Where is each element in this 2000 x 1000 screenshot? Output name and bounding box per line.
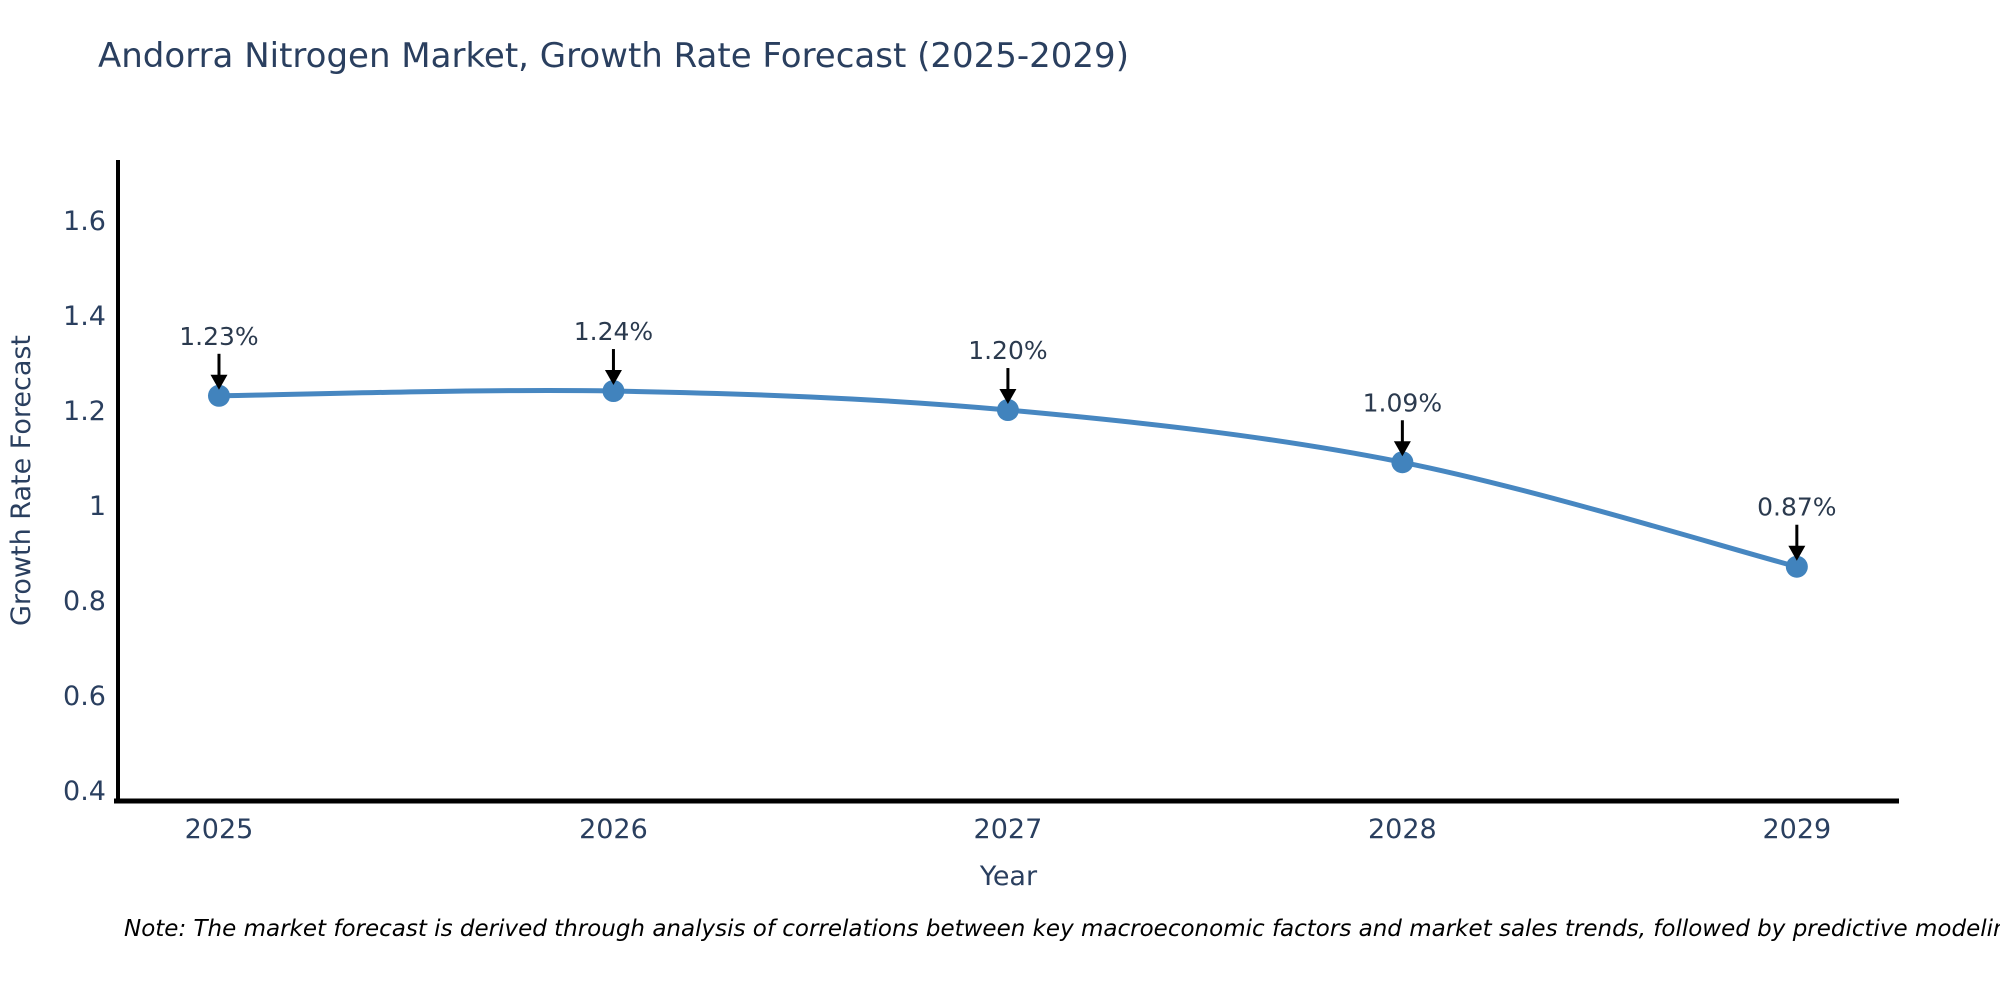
x-tick-label-2028: 2028 [1368, 814, 1437, 845]
footnote-text: Note: The market forecast is derived thr… [124, 916, 2000, 942]
y-tick-label-0.4: 0.4 [63, 776, 106, 807]
y-axis-title: Growth Rate Forecast [6, 335, 37, 626]
y-tick-label-1: 1 [89, 491, 106, 522]
annotation-arrowhead-2027 [999, 389, 1017, 405]
y-tick-label-0.6: 0.6 [63, 681, 106, 712]
annotation-label-2025: 1.23% [179, 322, 258, 351]
data-point-2027 [996, 399, 1019, 422]
y-tick-label-1.6: 1.6 [63, 206, 106, 237]
x-axis-title: Year [979, 861, 1038, 892]
annotation-arrowhead-2026 [604, 370, 622, 386]
data-point-2026 [602, 380, 625, 403]
annotation-label-2027: 1.20% [968, 336, 1047, 365]
x-tick-label-2026: 2026 [579, 814, 648, 845]
y-tick-label-1.4: 1.4 [63, 301, 106, 332]
annotation-label-2029: 0.87% [1757, 493, 1836, 522]
annotation-label-2028: 1.09% [1363, 388, 1442, 417]
x-tick-label-2025: 2025 [185, 814, 254, 845]
chart-title: Andorra Nitrogen Market, Growth Rate For… [98, 36, 1129, 76]
annotation-label-2026: 1.24% [574, 317, 653, 346]
data-point-2028 [1391, 451, 1414, 474]
x-tick-label-2029: 2029 [1762, 814, 1831, 845]
y-tick-label-0.8: 0.8 [63, 586, 106, 617]
x-tick-label-2027: 2027 [974, 814, 1043, 845]
annotation-arrowhead-2028 [1393, 441, 1411, 457]
annotation-arrowhead-2025 [210, 374, 228, 390]
data-point-2029 [1785, 555, 1808, 578]
annotation-arrowhead-2029 [1788, 545, 1806, 561]
data-point-2025 [207, 384, 230, 407]
y-tick-label-1.2: 1.2 [63, 396, 106, 427]
